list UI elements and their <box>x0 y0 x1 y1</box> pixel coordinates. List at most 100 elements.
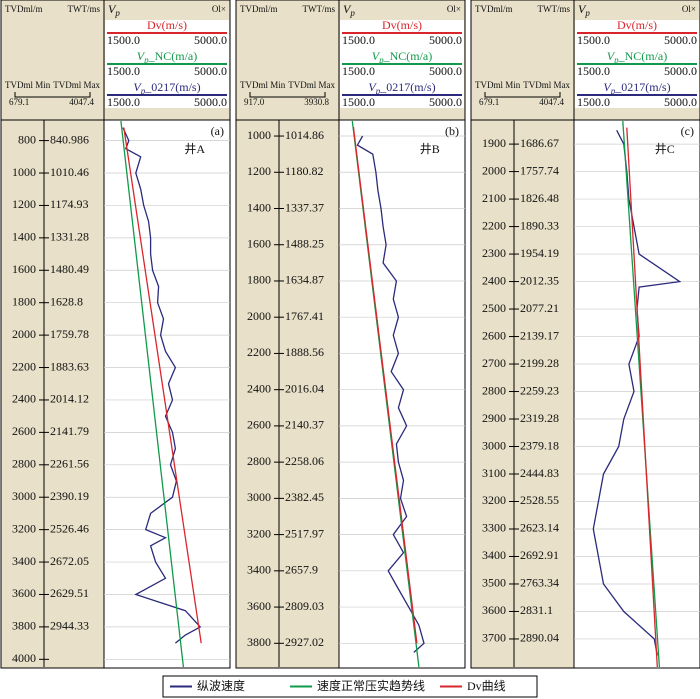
curve-name: Vp_0217(m/s) <box>368 80 435 96</box>
scale-max: 5000.0 <box>664 64 697 78</box>
depth-label: 3400 <box>247 563 271 577</box>
scale-max: 5000.0 <box>429 64 462 78</box>
symbol: V <box>372 49 381 63</box>
depth-label: 2400 <box>12 392 36 406</box>
twt-label: 1628.8 <box>50 294 83 308</box>
curve-text: Dv(m/s) <box>617 18 657 32</box>
twt-label: 2657.9 <box>285 563 318 577</box>
range-bracket <box>484 92 561 98</box>
depth-label: 1200 <box>12 197 36 211</box>
depth-label: 2400 <box>247 381 271 395</box>
track-symbol: Vp <box>578 2 590 18</box>
scale-max: 5000.0 <box>664 95 697 109</box>
twt-label: 2944.33 <box>50 619 89 633</box>
log-curve <box>356 135 425 653</box>
twt-label: 2517.97 <box>285 526 324 540</box>
twt-label: 1767.41 <box>285 309 324 323</box>
twt-label: 1883.63 <box>50 359 89 373</box>
log-curve <box>626 127 658 668</box>
twt-label: 1757.74 <box>520 163 559 177</box>
twt-label: 1634.87 <box>285 273 324 287</box>
well-name: 井C <box>655 142 675 156</box>
depth-label: 3200 <box>12 521 36 535</box>
scale-min: 1500.0 <box>342 64 375 78</box>
panel-label: (c) <box>681 124 694 138</box>
depth-label: 3400 <box>482 548 506 562</box>
depth-label: 2000 <box>482 163 506 177</box>
twt-label: 1890.33 <box>520 218 559 232</box>
depth-label: 1800 <box>12 294 36 308</box>
curve-text: _0217(m/s) <box>379 80 435 94</box>
depth-label: 2800 <box>247 454 271 468</box>
twt-label: 2763.34 <box>520 576 559 590</box>
panel-label: (b) <box>445 124 459 138</box>
curve-name: Vp_NC(m/a) <box>137 49 198 65</box>
scale-max: 5000.0 <box>429 95 462 109</box>
legend-label: 纵波速度 <box>197 678 245 693</box>
depth-label: 3500 <box>482 576 506 590</box>
twt-label: 1888.56 <box>285 345 324 359</box>
log-curve <box>120 120 185 668</box>
depth-label: 3200 <box>482 493 506 507</box>
depth-label: 3400 <box>12 554 36 568</box>
depth-label: 3600 <box>12 586 36 600</box>
depth-label: 2600 <box>247 418 271 432</box>
curve-name: Dv(m/s) <box>382 18 422 32</box>
twt-label: 2319.28 <box>520 411 559 425</box>
curve-track-bg <box>573 119 700 669</box>
twt-label: 2259.23 <box>520 383 559 397</box>
depth-label: 1400 <box>12 230 36 244</box>
twt-label: 840.986 <box>50 132 89 146</box>
symbol: V <box>607 49 616 63</box>
legend-box <box>162 675 538 698</box>
subscript: p <box>378 55 384 65</box>
scale-max: 5000.0 <box>194 95 227 109</box>
close-label: Ol× <box>212 4 226 14</box>
depth-label: 1200 <box>247 164 271 178</box>
curve-name: Vp_NC(m/a) <box>372 49 433 65</box>
twt-label: 2077.21 <box>520 301 559 315</box>
well-name: 井B <box>420 142 440 156</box>
min-label: TVDml Min <box>475 80 521 90</box>
depth-label: 2600 <box>482 328 506 342</box>
close-label: Ol× <box>447 4 461 14</box>
scale-max: 5000.0 <box>429 33 462 47</box>
twt-label: 1337.37 <box>285 200 324 214</box>
curve-name: Vp_0217(m/s) <box>603 80 670 96</box>
max-value: 4047.4 <box>69 97 94 107</box>
depth-header: TVDml/m <box>5 4 43 14</box>
depth-label: 3600 <box>482 603 506 617</box>
curve-text: _NC(m/a) <box>618 49 668 63</box>
symbol: V <box>343 2 352 16</box>
min-value: 917.0 <box>244 97 265 107</box>
depth-label: 2700 <box>482 356 506 370</box>
log-curve <box>122 127 202 644</box>
min-label: TVDml Min <box>5 80 51 90</box>
twt-label: 2623.14 <box>520 521 559 535</box>
twt-label: 1826.48 <box>520 191 559 205</box>
curve-name: Vp_NC(m/a) <box>607 49 668 65</box>
twt-label: 1174.93 <box>50 197 89 211</box>
scale-max: 5000.0 <box>194 33 227 47</box>
max-label: TVDml Max <box>288 80 335 90</box>
depth-label: 2800 <box>12 457 36 471</box>
scale-max: 5000.0 <box>194 64 227 78</box>
symbol: V <box>578 2 587 16</box>
close-label: Ol× <box>682 4 696 14</box>
depth-label: 1400 <box>247 200 271 214</box>
subscript: p <box>143 55 149 65</box>
depth-track-bg <box>470 119 575 669</box>
twt-label: 1480.49 <box>50 262 89 276</box>
twt-label: 2139.17 <box>520 328 559 342</box>
depth-header: TVDml/m <box>240 4 278 14</box>
curve-text: _NC(m/a) <box>148 49 198 63</box>
max-label: TVDml Max <box>523 80 570 90</box>
range-bracket <box>249 92 326 98</box>
legend-label: Dv曲线 <box>467 679 506 693</box>
twt-header: TWT/ms <box>303 4 336 14</box>
curve-text: _NC(m/a) <box>383 49 433 63</box>
symbol: V <box>368 80 377 94</box>
scale-min: 1500.0 <box>107 33 140 47</box>
twt-label: 1954.19 <box>520 246 559 260</box>
subscript: p <box>114 8 120 18</box>
